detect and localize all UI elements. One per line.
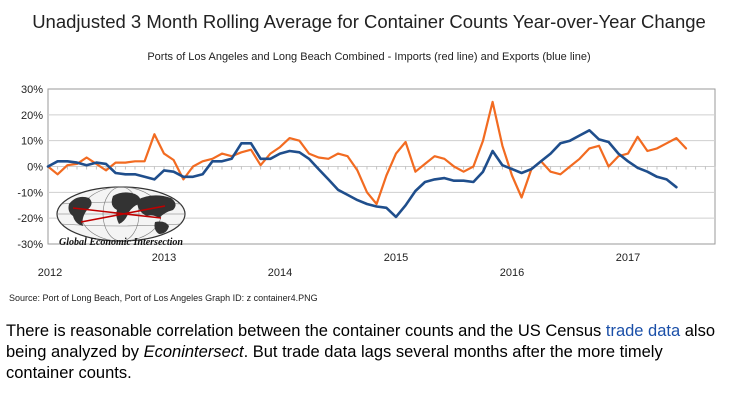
y-tick-label: -10% <box>17 187 43 199</box>
caption-text-1: There is reasonable correlation between … <box>6 322 606 340</box>
y-tick-label: -30% <box>17 239 43 251</box>
econintersect-emphasis: Econintersect <box>143 343 244 361</box>
y-tick-label: 0% <box>27 162 43 174</box>
x-tick-label: 2016 <box>500 267 524 279</box>
caption-paragraph: There is reasonable correlation between … <box>6 321 734 384</box>
trade-data-link[interactable]: trade data <box>605 322 681 340</box>
x-tick-label: 2015 <box>384 252 408 264</box>
caption-text-2: also being analyzed by <box>6 322 716 361</box>
watermark-text: Global Economic Intersection <box>59 237 183 248</box>
chart-source: Source: Port of Long Beach, Port of Los … <box>9 293 318 303</box>
imports-series-line <box>46 100 688 206</box>
x-tick-label: 2014 <box>268 267 292 279</box>
y-tick-label: 30% <box>21 84 43 96</box>
caption-text-3: . But trade data lags several months aft… <box>6 343 663 382</box>
series-lines <box>46 100 688 219</box>
y-axis-ticks: 30% 20% 10% 0% -10% -20% -30% <box>17 84 43 251</box>
chart-title: Unadjusted 3 Month Rolling Average for C… <box>32 11 706 32</box>
x-tick-label: 2012 <box>38 267 62 279</box>
x-tick-label: 2013 <box>152 252 176 264</box>
y-tick-label: 20% <box>21 110 43 122</box>
exports-series-line <box>46 129 678 219</box>
x-tick-label: 2017 <box>616 252 640 264</box>
chart: Unadjusted 3 Month Rolling Average for C… <box>9 11 716 303</box>
y-tick-label: -20% <box>17 213 43 225</box>
y-tick-label: 10% <box>21 136 43 148</box>
x-axis-ticks: 2012 2013 2014 2015 2016 2017 <box>38 252 640 279</box>
globe-icon <box>56 186 186 242</box>
chart-subtitle: Ports of Los Angeles and Long Beach Comb… <box>147 51 590 63</box>
